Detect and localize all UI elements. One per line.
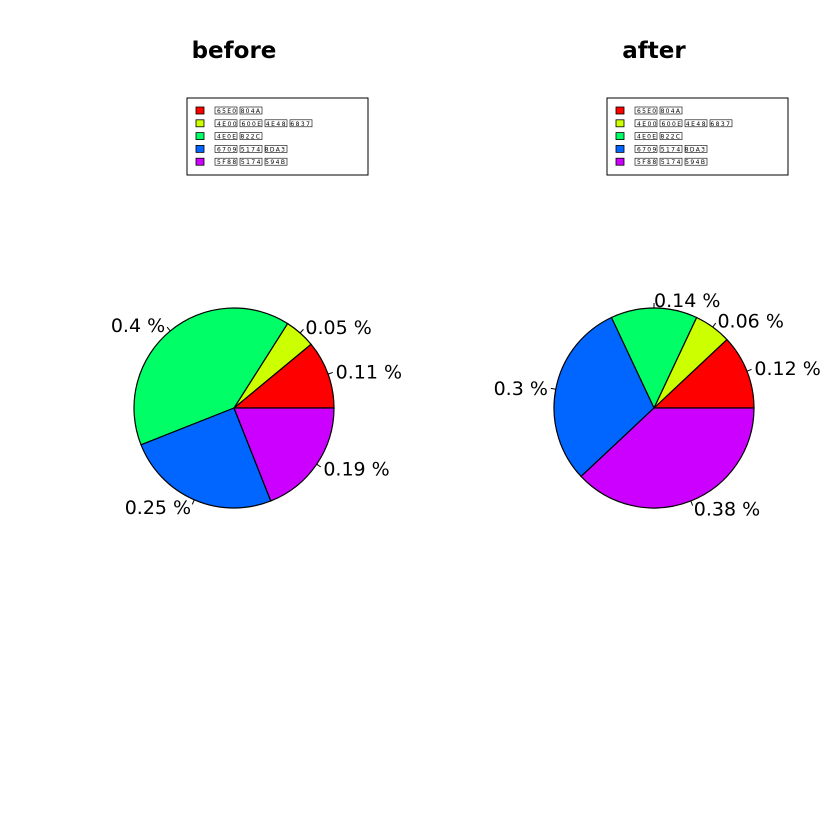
pie-slice bbox=[553, 316, 655, 478]
slice-label-tick bbox=[690, 500, 694, 506]
legend-label: 4E00 600E 4E48 6837 bbox=[637, 121, 730, 128]
legend-glyph-box bbox=[239, 145, 263, 153]
legend-swatch bbox=[195, 106, 205, 115]
slice-label-tick bbox=[746, 368, 752, 372]
legend-label: 4E0E 822C bbox=[217, 134, 260, 141]
chart-title: after bbox=[622, 38, 686, 64]
pie-chart-after: after 65E0 804A 4E00 600E 4E48 6837 4E0E 82… bbox=[494, 38, 821, 520]
slice-label-tick bbox=[550, 387, 556, 390]
legend-swatch bbox=[615, 132, 625, 141]
legend-swatch bbox=[195, 132, 205, 141]
legend-glyph-box bbox=[289, 119, 313, 128]
legend-item: 4E0E 822C bbox=[615, 132, 683, 141]
legend-glyph-box bbox=[239, 106, 263, 115]
legend-glyph-box bbox=[659, 157, 683, 166]
legend-glyph-box bbox=[634, 106, 658, 115]
legend-item: 4E00 600E 4E48 6837 bbox=[195, 119, 313, 128]
legend-glyph-box bbox=[239, 119, 263, 128]
pie-slice bbox=[610, 307, 698, 410]
slice-label: 0.4 % bbox=[111, 315, 165, 337]
legend-box bbox=[606, 97, 789, 176]
legend-item: 5F88 5174 594B bbox=[615, 157, 708, 166]
legend-item: 65E0 804A bbox=[195, 106, 263, 115]
slice-label-tick bbox=[327, 371, 333, 375]
pie-slice bbox=[233, 407, 335, 502]
legend-glyph-box bbox=[264, 157, 288, 166]
slice-label: 0.12 % bbox=[754, 358, 820, 380]
legend-glyph-box bbox=[684, 145, 708, 153]
legend-label: 65E0 804A bbox=[637, 108, 681, 115]
legend-item: 6709 5174 8DA3 bbox=[615, 144, 708, 153]
legend-label: 5F88 5174 594B bbox=[637, 159, 705, 166]
legend-glyph-box bbox=[709, 119, 733, 128]
legend-swatch bbox=[195, 157, 205, 166]
legend-box bbox=[186, 97, 369, 176]
legend-label: 6709 5174 8DA3 bbox=[217, 146, 285, 153]
slice-label-tick bbox=[316, 463, 322, 468]
legend-label: 6709 5174 8DA3 bbox=[637, 146, 705, 153]
chart-title: before bbox=[192, 38, 277, 64]
legend-glyph-box bbox=[214, 119, 238, 128]
legend-item: 4E00 600E 4E48 6837 bbox=[615, 119, 733, 128]
legend-glyph-box bbox=[634, 132, 658, 140]
slice-label: 0.3 % bbox=[494, 378, 548, 400]
slice-label-tick bbox=[166, 326, 171, 332]
slice-label: 0.06 % bbox=[717, 311, 783, 333]
legend-glyph-box bbox=[214, 157, 238, 166]
legend-glyph-box bbox=[214, 132, 238, 140]
legend-glyph-box bbox=[684, 157, 708, 166]
legend-item: 5F88 5174 594B bbox=[195, 157, 288, 166]
legend-swatch bbox=[195, 119, 205, 128]
pie-slice bbox=[133, 307, 289, 446]
legend-glyph-box bbox=[659, 106, 683, 115]
legend-glyph-box bbox=[684, 119, 708, 128]
slice-label: 0.05 % bbox=[305, 317, 371, 339]
legend-glyph-box bbox=[264, 145, 288, 153]
pie-slice bbox=[140, 407, 272, 509]
slice-label-tick bbox=[191, 499, 195, 505]
legend-glyph-box bbox=[659, 132, 683, 140]
legend-swatch bbox=[195, 144, 205, 153]
legend-glyph-box bbox=[214, 145, 238, 153]
legend-label: 4E0E 822C bbox=[637, 134, 680, 141]
legend-swatch bbox=[615, 106, 625, 115]
pie-slice bbox=[232, 343, 335, 409]
slice-label: 0.25 % bbox=[125, 497, 191, 519]
legend-item: 6709 5174 8DA3 bbox=[195, 144, 288, 153]
pie-chart-before: before 65E0 804A 4E00 600E 4E48 6837 4E0E 8… bbox=[111, 38, 402, 519]
legend-glyph-box bbox=[634, 145, 658, 153]
legend-item: 65E0 804A bbox=[615, 106, 683, 115]
legend-glyph-box bbox=[634, 119, 658, 128]
slice-label: 0.11 % bbox=[336, 361, 402, 383]
pie-slice bbox=[580, 407, 755, 509]
legend-swatch bbox=[615, 144, 625, 153]
legend-glyph-box bbox=[239, 132, 263, 140]
legend-glyph-box bbox=[264, 119, 288, 128]
legend-item: 4E0E 822C bbox=[195, 132, 263, 141]
legend: 65E0 804A 4E00 600E 4E48 6837 4E0E 822C 670… bbox=[186, 97, 369, 176]
legend-glyph-box bbox=[659, 145, 683, 153]
legend-glyph-box bbox=[214, 106, 238, 115]
legend-label: 65E0 804A bbox=[217, 108, 261, 115]
legend-glyph-box bbox=[239, 157, 263, 166]
legend-glyph-box bbox=[634, 157, 658, 166]
slice-label-tick bbox=[712, 322, 717, 328]
slice-label: 0.14 % bbox=[654, 290, 720, 312]
legend: 65E0 804A 4E00 600E 4E48 6837 4E0E 822C 670… bbox=[606, 97, 789, 176]
slice-label: 0.38 % bbox=[694, 498, 760, 520]
legend-glyph-box bbox=[659, 119, 683, 128]
slice-label: 0.19 % bbox=[323, 459, 389, 481]
legend-label: 5F88 5174 594B bbox=[217, 159, 285, 166]
slice-label-tick bbox=[299, 328, 304, 334]
legend-label: 4E00 600E 4E48 6837 bbox=[217, 121, 310, 128]
legend-swatch bbox=[615, 157, 625, 166]
legend-swatch bbox=[615, 119, 625, 128]
